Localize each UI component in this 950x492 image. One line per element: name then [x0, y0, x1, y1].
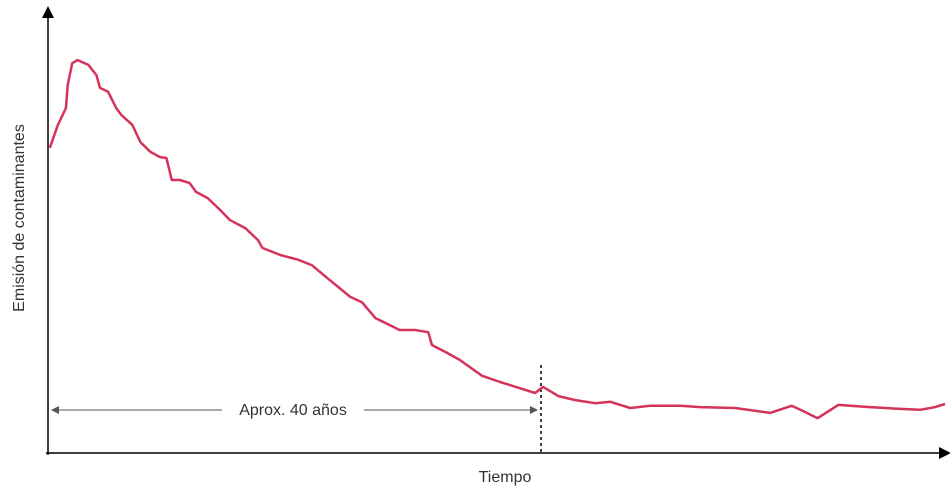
y-axis-label: Emisión de contaminantes — [11, 124, 28, 312]
line — [48, 58, 946, 420]
annotation: Aprox. 40 años — [239, 402, 347, 419]
annotation-bg — [222, 400, 364, 420]
x-axis-label: Tiempo — [479, 469, 532, 486]
